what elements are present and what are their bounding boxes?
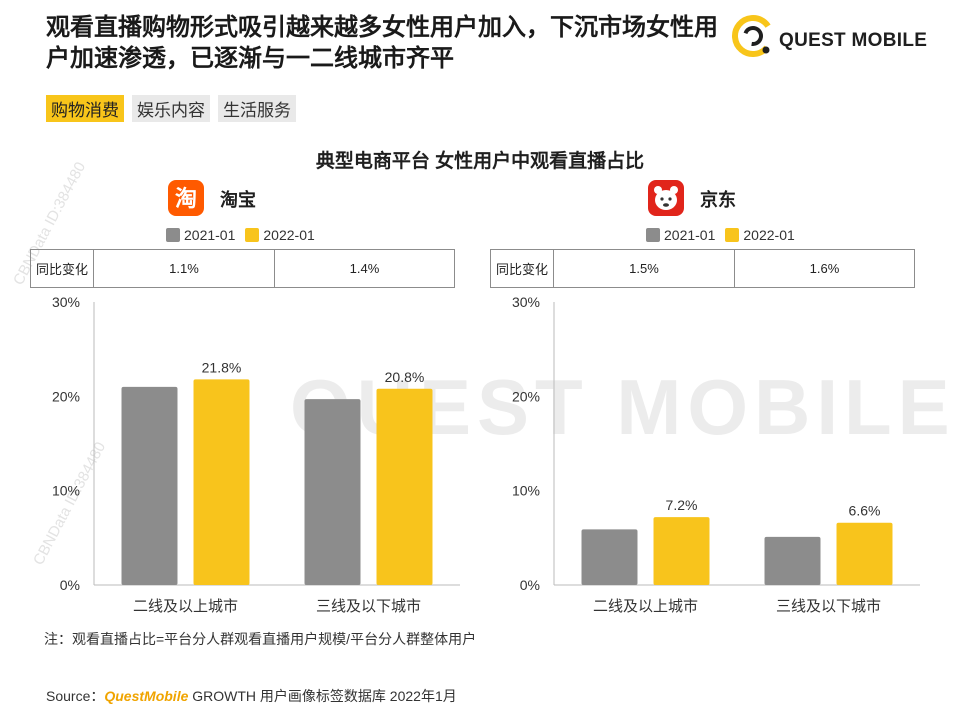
source-line: Source：QuestMobile GROWTH 用户画像标签数据库 2022… <box>46 686 457 706</box>
svg-text:淘: 淘 <box>175 186 197 211</box>
yoy-header: 同比变化 <box>35 262 88 277</box>
footnote: 注：观看直播占比=平台分人群观看直播用户规模/平台分人群整体用户 <box>44 631 477 647</box>
y-tick-label: 0% <box>520 577 540 593</box>
bar-2022-01 <box>653 517 710 585</box>
bar-2021-01 <box>304 399 361 585</box>
legend-label-2022: 2022-01 <box>743 227 795 243</box>
legend-swatch-2022 <box>245 228 260 242</box>
yoy-value: 1.4% <box>274 250 454 287</box>
logo-text: QUEST MOBILE <box>779 30 928 51</box>
tab-entertainment[interactable]: 娱乐内容 <box>132 95 210 122</box>
legend-swatch-2022 <box>725 228 740 242</box>
x-category-label: 二线及以上城市 <box>593 598 698 615</box>
source-brand: QuestMobile <box>104 688 189 704</box>
legend-label-2021: 2021-01 <box>664 227 716 243</box>
x-category-label: 三线及以下城市 <box>776 598 881 615</box>
bar-data-label: 21.8% <box>202 359 242 375</box>
y-tick-label: 30% <box>52 294 80 310</box>
x-category-label: 二线及以上城市 <box>133 598 238 615</box>
chart-title: 典型电商平台 女性用户中观看直播占比 <box>315 151 645 172</box>
y-tick-label: 0% <box>60 577 80 593</box>
yoy-table: 同比变化 1.5% 1.6% <box>490 249 915 288</box>
bar-data-label: 6.6% <box>849 503 881 519</box>
y-tick-label: 20% <box>52 388 80 404</box>
bar-2021-01 <box>581 529 638 585</box>
chart-legend: 2021-01 2022-01 <box>160 227 315 243</box>
tab-shopping[interactable]: 购物消费 <box>46 95 124 122</box>
questmobile-logo <box>732 15 774 57</box>
taobao-bar-chart: 0% 10% 20% 30% 21.8% 二线及以上城市 20.8% 三线及以下城市 <box>52 294 460 615</box>
page-title: 观看直播购物形式吸引越来越多女性用户加入，下沉市场女性用户加速渗透，已逐渐与一二… <box>46 14 718 72</box>
legend-swatch-2021 <box>166 228 180 242</box>
legend-label-2021: 2021-01 <box>184 227 236 243</box>
yoy-header: 同比变化 <box>495 262 548 277</box>
tab-life-services[interactable]: 生活服务 <box>218 95 296 122</box>
legend-swatch-2021 <box>646 228 660 242</box>
y-tick-label: 10% <box>512 483 540 499</box>
jd-bar-chart: 0% 10% 20% 30% 7.2% 二线及以上城市 6.6% 三线及以下城市 <box>512 294 920 615</box>
questmobile-logo-icon <box>732 15 774 57</box>
y-tick-label: 10% <box>52 483 80 499</box>
bar-2021-01 <box>764 536 821 585</box>
jd-logo-icon <box>648 180 684 216</box>
yoy-value: 1.5% <box>553 250 734 287</box>
y-tick-label: 30% <box>512 294 540 310</box>
yoy-value: 1.6% <box>734 250 914 287</box>
taobao-logo-icon: 淘 <box>168 180 204 216</box>
bar-2021-01 <box>121 386 178 585</box>
category-tabs: 购物消费 娱乐内容 生活服务 <box>46 95 296 122</box>
bar-2022-01 <box>193 379 250 585</box>
yoy-value: 1.1% <box>93 250 274 287</box>
bar-data-label: 20.8% <box>385 369 425 385</box>
chart-legend: 2021-01 2022-01 <box>640 227 795 243</box>
bar-2022-01 <box>376 388 433 585</box>
source-prefix: Source： <box>46 688 105 704</box>
bar-2022-01 <box>836 522 893 585</box>
platform-name: 京东 <box>700 190 736 210</box>
yoy-table: 同比变化 1.1% 1.4% <box>30 249 455 288</box>
platform-name: 淘宝 <box>220 190 256 210</box>
legend-label-2022: 2022-01 <box>263 227 315 243</box>
y-tick-label: 20% <box>512 388 540 404</box>
bar-data-label: 7.2% <box>666 497 698 513</box>
source-text: GROWTH 用户画像标签数据库 2022年1月 <box>188 688 457 704</box>
x-category-label: 三线及以下城市 <box>316 598 421 615</box>
